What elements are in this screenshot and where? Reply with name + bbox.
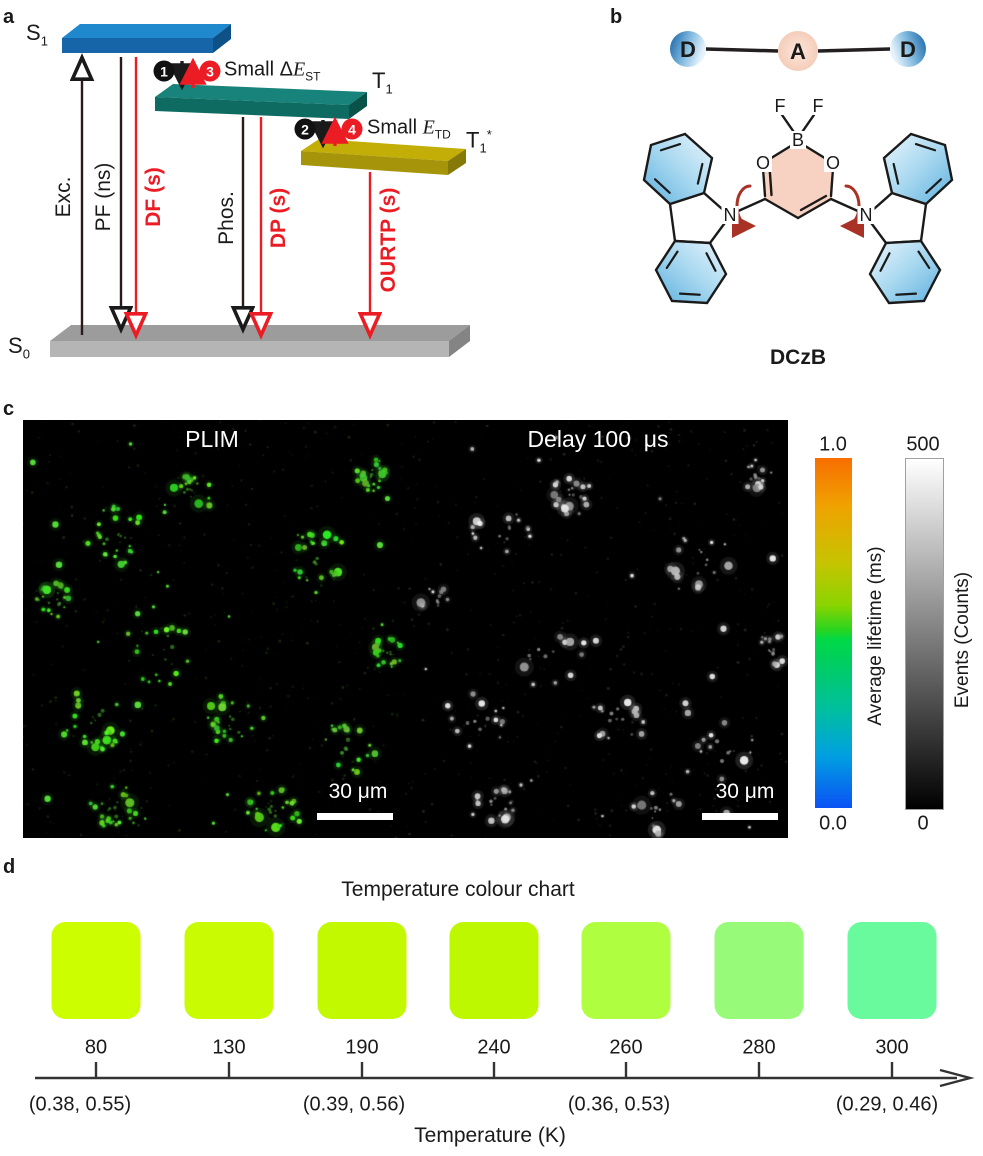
- t1-slab-front: [155, 97, 349, 119]
- temp-swatch-240: [449, 922, 539, 1019]
- events-min-label: 0: [917, 812, 929, 835]
- dad-bond-left: [705, 47, 779, 53]
- small-etd-text: Small ETD: [367, 116, 451, 142]
- temp-tick-80: 80: [84, 1036, 108, 1059]
- events-max-label: 500: [906, 433, 940, 456]
- dp-label: DP (s): [267, 187, 290, 249]
- temp-tick-190: 190: [345, 1036, 379, 1059]
- t1-label: T1: [372, 68, 393, 97]
- panel-b-label: b: [610, 6, 623, 28]
- small-delta-est-text: Small ΔEST: [224, 58, 321, 84]
- temp-swatch-280: [714, 922, 804, 1019]
- df-label: DF (s): [142, 167, 165, 227]
- oxygen-2-label: O: [823, 153, 843, 173]
- cie-coord-1: (0.38, 0.55): [28, 1093, 132, 1116]
- events-axis-label: Events (Counts): [952, 571, 973, 709]
- pf-label: PF (ns): [92, 162, 115, 232]
- panel-c-label: c: [3, 398, 15, 420]
- temp-tick-300: 300: [875, 1036, 909, 1059]
- carbazole-right-pyrrole: [864, 191, 928, 245]
- s0-slab-side: [449, 325, 470, 357]
- temp-tick-130: 130: [212, 1036, 246, 1059]
- donor-right-letter: D: [900, 37, 916, 62]
- t1-slab-top: [155, 84, 367, 105]
- carbazole-left-pyrrole: [668, 191, 732, 245]
- oxygen-1-label: O: [753, 153, 773, 173]
- dad-bond-right: [817, 47, 891, 53]
- excitation-label: Exc.: [52, 176, 75, 218]
- donor-left-letter: D: [680, 37, 696, 62]
- lifetime-max-label: 1.0: [819, 433, 847, 456]
- nitrogen-1-label: N: [721, 205, 739, 225]
- colour-chart-title: Temperature colour chart: [341, 878, 575, 901]
- s0-label: S0: [8, 333, 30, 362]
- s1-level-slab: [62, 24, 231, 53]
- t1-slab-side: [349, 92, 367, 119]
- temp-swatch-190: [317, 922, 407, 1019]
- temperature-axis-label: Temperature (K): [414, 1124, 566, 1147]
- s1-slab-side: [213, 24, 231, 53]
- boron-label: B: [789, 130, 807, 150]
- temp-tick-240: 240: [477, 1036, 511, 1059]
- acceptor-circle: [778, 31, 818, 71]
- t1star-slab-top: [301, 139, 466, 161]
- dioxaborine-ring: [765, 142, 831, 218]
- delay-title: Delay 100 μs: [527, 426, 669, 452]
- s0-slab-front: [50, 341, 449, 357]
- badge-2: 2: [294, 118, 316, 140]
- temp-swatch-260: [581, 922, 671, 1019]
- t1star-level-slab: [301, 139, 466, 175]
- phos-label: Phos.: [215, 191, 238, 245]
- donor-left-circle: [670, 31, 706, 67]
- temp-swatch-300: [847, 922, 937, 1019]
- temperature-axis: [35, 1062, 975, 1088]
- plim-title: PLIM: [185, 426, 239, 452]
- scalebar-right-label: 30 μm: [715, 780, 775, 803]
- axis-arrowhead: [939, 1068, 975, 1088]
- temp-tick-260: 260: [609, 1036, 643, 1059]
- dczb-molecule: [642, 110, 954, 305]
- lifetime-min-label: 0.0: [819, 812, 847, 835]
- molecule-name: DCzB: [770, 346, 826, 369]
- s1-label: S1: [26, 20, 48, 49]
- nitrogen-2-label: N: [857, 205, 875, 225]
- badge-4: 4: [341, 118, 363, 140]
- carbazole-right-benzene-up: [882, 132, 954, 206]
- lifetime-axis-label: Average lifetime (ms): [865, 546, 886, 726]
- cie-coord-4: (0.29, 0.46): [835, 1093, 939, 1116]
- temp-tick-280: 280: [742, 1036, 776, 1059]
- t1star-slab-side: [448, 149, 466, 175]
- ourtp-label: OURTP (s): [377, 187, 400, 293]
- temp-swatch-80: [51, 922, 141, 1019]
- s1-slab-top: [62, 24, 231, 38]
- acceptor-letter: A: [790, 39, 806, 64]
- cie-coord-3: (0.36, 0.53): [567, 1093, 671, 1116]
- fluorine-2-label: F: [810, 96, 826, 116]
- carbazole-left-benzene-up: [642, 132, 714, 206]
- micrograph-canvas: [23, 420, 788, 838]
- panel-d-label: d: [3, 856, 16, 878]
- s1-slab-front: [62, 38, 213, 53]
- plim-micrograph: PLIM Delay 100 μs 30 μm 30 μm: [23, 420, 788, 838]
- badge-1: 1: [153, 60, 175, 82]
- badge-3: 3: [199, 60, 221, 82]
- temp-swatch-130: [184, 922, 274, 1019]
- events-colorbar: [905, 458, 944, 810]
- t1star-slab-front: [301, 151, 448, 175]
- t1star-label: T1*: [466, 127, 492, 156]
- t1-level-slab: [155, 84, 367, 119]
- donor-right-circle: [890, 31, 926, 67]
- fluorine-1-label: F: [772, 96, 788, 116]
- scalebar-left-label: 30 μm: [328, 780, 388, 803]
- scalebar-left: [317, 813, 393, 820]
- scalebar-right: [702, 813, 778, 820]
- cie-coord-2: (0.39, 0.56): [302, 1093, 406, 1116]
- lifetime-colorbar: [815, 458, 852, 808]
- panel-a-label: a: [3, 6, 15, 28]
